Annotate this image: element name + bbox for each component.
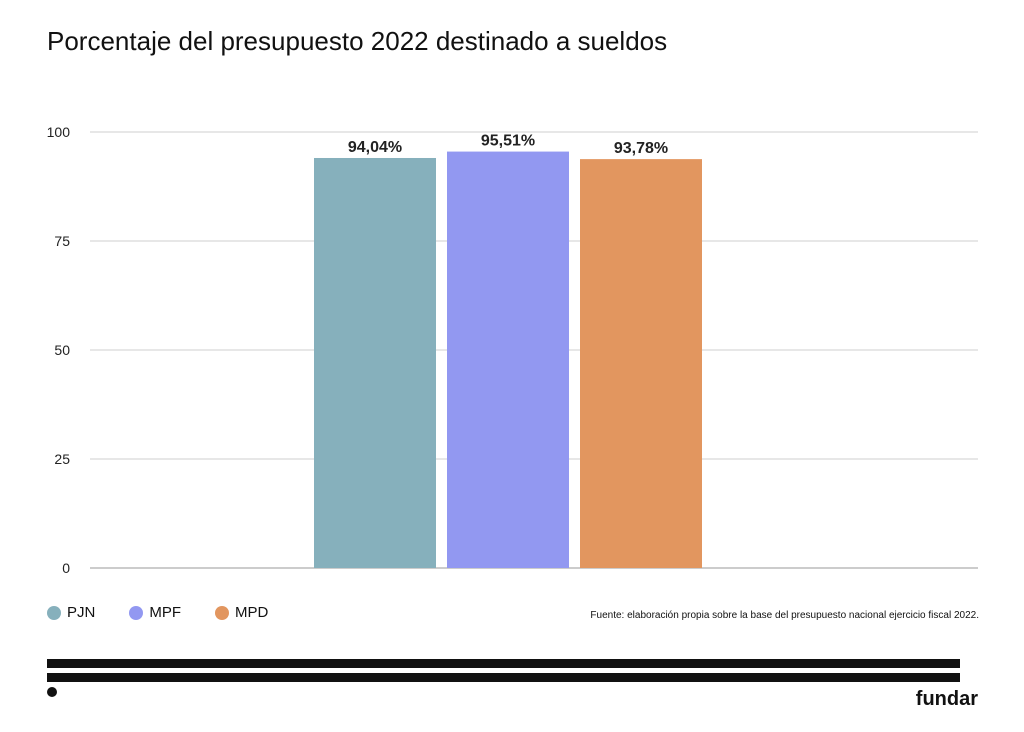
brand-logo: fundar [915,688,978,710]
y-tick-label: 25 [54,451,70,467]
legend-label-mpd: MPD [235,604,269,621]
legend-item-mpd: MPD [215,604,268,621]
footer-rule-top [47,659,960,668]
data-label: 95,51% [481,133,535,150]
y-tick-label: 100 [47,124,71,140]
legend-swatch-mpf [129,605,144,620]
legend-swatch-pjn [47,605,61,620]
data-label: 94,04% [348,139,402,156]
bar-pjn [314,157,436,568]
legend-item-pjn: PJN [47,604,95,621]
bar-mpf [447,151,569,568]
y-tick-label: 50 [54,342,70,358]
footer-dot [47,687,57,697]
legend-label-pjn: PJN [67,604,96,621]
footer-rule-bottom [47,673,960,682]
legend: PJN MPF MPD [47,604,268,621]
legend-swatch-mpd [215,605,230,620]
source-note: Fuente: elaboración propia sobre la base… [590,610,979,621]
y-tick-label: 0 [62,560,70,576]
legend-item-mpf: MPF [129,604,181,621]
chart-title: Porcentaje del presupuesto 2022 destinad… [47,26,668,56]
bar-chart: 0 25 50 75 100 94,04% 95,51% 93,78% [47,124,978,576]
y-tick-label: 75 [54,233,70,249]
bar-mpd [580,159,702,568]
legend-label-mpf: MPF [149,604,182,621]
data-label: 93,78% [614,140,668,157]
